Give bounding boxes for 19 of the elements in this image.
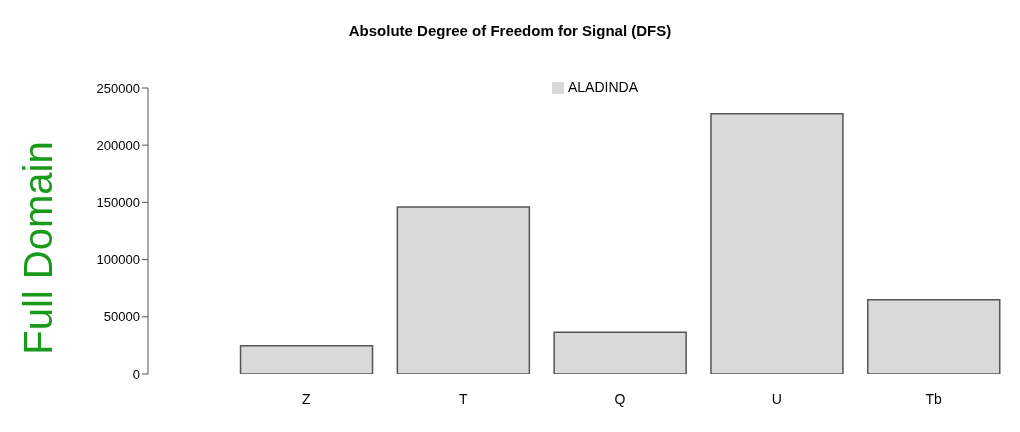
x-tick-label: U	[771, 390, 782, 407]
bar	[866, 298, 1001, 374]
y-tick-label: 250000	[96, 80, 140, 96]
bar	[396, 206, 531, 374]
y-tick-label: 150000	[96, 195, 140, 211]
x-tick-label: Tb	[925, 390, 942, 407]
x-tick-label: T	[458, 390, 468, 407]
y-tick-label: 50000	[103, 309, 140, 325]
bar	[553, 331, 687, 374]
bar	[710, 112, 844, 374]
chart-title: Absolute Degree of Freedom for Signal (DFS)	[347, 22, 673, 39]
legend-label: ALADINDA	[567, 79, 639, 95]
y-axis-title: Full Domain	[15, 141, 61, 355]
y-tick-label: 200000	[96, 137, 140, 153]
y-tick-label: 0	[132, 366, 140, 382]
y-tick-label: 100000	[96, 252, 140, 268]
x-tick-label: Q	[614, 390, 626, 407]
bar	[239, 345, 374, 374]
x-tick-label: Z	[302, 390, 312, 407]
